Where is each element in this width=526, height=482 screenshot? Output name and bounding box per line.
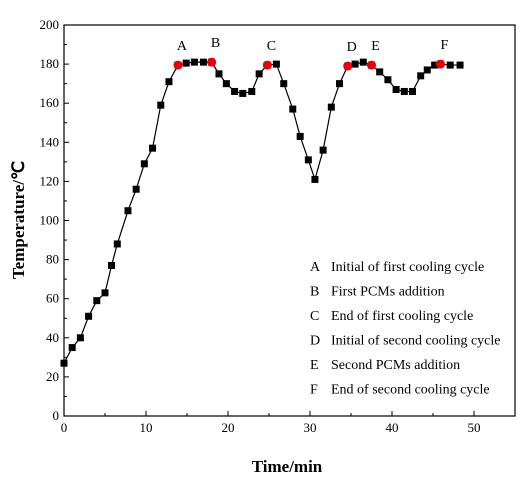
data-point (248, 88, 255, 95)
data-point (320, 147, 327, 154)
data-point (61, 360, 68, 367)
annotation-text: First PCMs addition (331, 285, 445, 300)
data-point (231, 88, 238, 95)
data-point (77, 334, 84, 341)
annotation-letter: C (310, 309, 319, 324)
data-point (108, 262, 115, 269)
data-point (305, 156, 312, 163)
annotation-text: Second PCMs addition (331, 358, 460, 373)
highlight-point-label: C (267, 39, 276, 54)
y-tick-label: 0 (53, 408, 60, 423)
highlight-point-label: E (371, 39, 380, 54)
y-tick-label: 80 (46, 252, 59, 267)
annotation-letter: B (310, 285, 319, 300)
data-point (165, 78, 172, 85)
annotation-text: Initial of first cooling cycle (331, 260, 484, 275)
data-point (393, 86, 400, 93)
x-tick-label: 0 (61, 420, 68, 435)
annotation-text: Initial of second cooling cycle (331, 334, 501, 349)
data-point (311, 176, 318, 183)
data-point (93, 297, 100, 304)
data-point (376, 68, 383, 75)
data-point (102, 289, 109, 296)
data-point (297, 133, 304, 140)
y-tick-label: 40 (46, 330, 59, 345)
data-point (124, 207, 131, 214)
y-tick-label: 140 (40, 134, 60, 149)
data-point (336, 80, 343, 87)
highlight-point (343, 62, 352, 71)
x-axis-title: Time/min (252, 457, 323, 476)
data-point (69, 344, 76, 351)
x-tick-label: 30 (304, 420, 317, 435)
data-point (409, 88, 416, 95)
data-point (424, 66, 431, 73)
data-point (328, 104, 335, 111)
annotation-letter: D (310, 334, 320, 349)
y-tick-label: 120 (40, 173, 60, 188)
data-point (239, 90, 246, 97)
data-point (223, 80, 230, 87)
data-point (289, 106, 296, 113)
data-point (417, 72, 424, 79)
data-point (457, 62, 464, 69)
data-point (149, 145, 156, 152)
y-tick-label: 20 (46, 369, 59, 384)
data-point (157, 102, 164, 109)
data-point (191, 59, 198, 66)
x-tick-label: 40 (386, 420, 399, 435)
highlight-point (173, 61, 182, 70)
annotation-letter: F (310, 383, 318, 398)
y-axis-title: Temperature/℃ (9, 161, 28, 279)
annotation-legend: A Initial of first cooling cycle B First PC… (310, 260, 501, 398)
highlight-point (263, 61, 272, 70)
data-point (256, 70, 263, 77)
x-tick-label: 50 (468, 420, 481, 435)
highlight-point-label: F (440, 38, 448, 53)
data-point (352, 61, 359, 68)
data-point (114, 240, 121, 247)
data-point (183, 60, 190, 67)
data-point (447, 62, 454, 69)
y-tick-label: 160 (40, 95, 60, 110)
highlight-point (207, 58, 216, 67)
data-point (215, 70, 222, 77)
highlight-point-label: D (347, 40, 357, 55)
data-point (200, 59, 207, 66)
x-tick-label: 10 (140, 420, 153, 435)
y-tick-label: 100 (40, 213, 60, 228)
y-tick-label: 180 (40, 56, 60, 71)
data-point (273, 61, 280, 68)
annotation-letter: E (310, 358, 319, 373)
y-tick-label: 200 (40, 17, 60, 32)
y-tick-label: 60 (46, 291, 59, 306)
annotation-letter: A (310, 260, 321, 275)
data-point (85, 313, 92, 320)
data-point (133, 186, 140, 193)
annotation-text: End of first cooling cycle (331, 309, 473, 324)
data-point (360, 59, 367, 66)
highlight-point (367, 61, 376, 70)
highlight-point (436, 60, 445, 69)
data-point (401, 88, 408, 95)
annotation-text: End of second cooling cycle (331, 383, 490, 398)
x-tick-label: 20 (222, 420, 235, 435)
highlight-point-label: B (211, 36, 220, 51)
data-point (384, 76, 391, 83)
data-point (141, 160, 148, 167)
highlight-point-label: A (177, 39, 188, 54)
data-point (280, 80, 287, 87)
